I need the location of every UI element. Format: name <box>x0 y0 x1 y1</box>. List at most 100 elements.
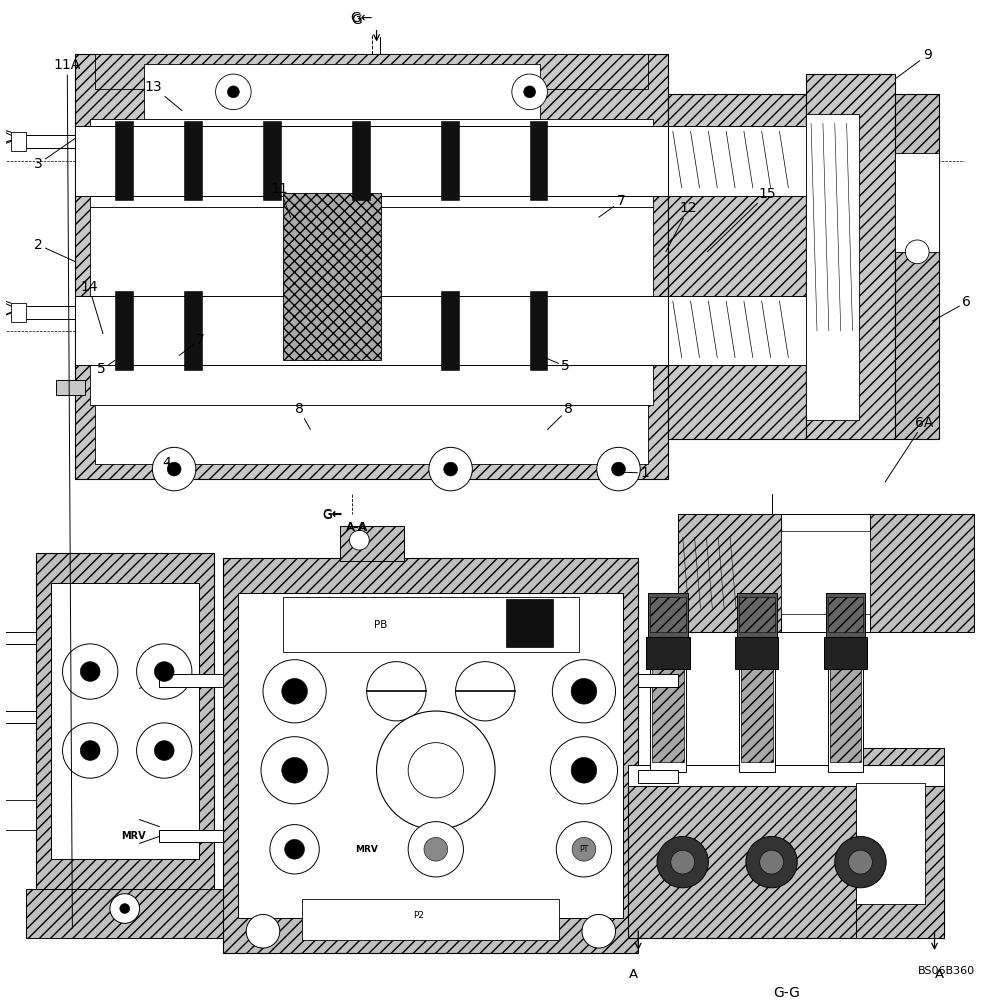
Bar <box>36 553 214 928</box>
Bar <box>646 637 690 669</box>
Text: P2: P2 <box>413 911 424 920</box>
Text: 5: 5 <box>544 357 570 373</box>
Bar <box>638 674 678 687</box>
Circle shape <box>137 723 192 778</box>
Text: 1: 1 <box>617 466 649 480</box>
Text: 9: 9 <box>895 48 932 79</box>
Bar <box>824 637 867 669</box>
Bar <box>75 54 668 479</box>
Circle shape <box>849 850 872 874</box>
Text: 2A: 2A <box>290 687 300 696</box>
Text: G-G: G-G <box>773 986 800 1000</box>
Bar <box>856 748 944 938</box>
Text: 1B: 1B <box>579 766 589 775</box>
Bar <box>11 132 26 151</box>
Text: 1A: 1A <box>85 746 95 755</box>
Bar <box>90 326 653 405</box>
Text: G←: G← <box>351 11 373 25</box>
Circle shape <box>905 240 929 264</box>
Bar <box>668 296 806 365</box>
Circle shape <box>263 660 326 723</box>
Text: 7: 7 <box>599 194 625 217</box>
Text: 11A: 11A <box>54 58 81 928</box>
Bar <box>302 899 559 940</box>
Bar <box>26 889 223 938</box>
Bar <box>263 121 281 200</box>
Text: 2A: 2A <box>85 667 95 676</box>
Text: A-A: A-A <box>346 521 368 534</box>
Circle shape <box>456 662 515 721</box>
Text: 15: 15 <box>707 187 776 252</box>
Bar <box>441 121 459 200</box>
Bar <box>781 514 870 632</box>
Text: 1A: 1A <box>290 766 300 775</box>
Circle shape <box>270 825 319 874</box>
Text: A: A <box>935 968 944 981</box>
Circle shape <box>285 839 304 859</box>
Bar <box>739 662 775 772</box>
Bar <box>628 765 944 786</box>
Text: 11: 11 <box>271 182 291 217</box>
Bar <box>184 291 202 370</box>
Bar <box>830 665 861 762</box>
Circle shape <box>760 850 783 874</box>
Bar <box>895 153 939 252</box>
Bar <box>144 64 540 119</box>
Bar <box>650 662 686 772</box>
Circle shape <box>367 662 426 721</box>
Bar <box>11 303 26 322</box>
Circle shape <box>444 462 458 476</box>
Circle shape <box>571 757 597 783</box>
Bar <box>75 126 668 196</box>
Text: A-A: A-A <box>346 521 367 534</box>
Bar <box>737 593 777 637</box>
Bar <box>648 593 688 637</box>
Circle shape <box>246 914 280 948</box>
Text: A: A <box>629 968 638 981</box>
Text: 4: 4 <box>162 456 171 470</box>
Bar <box>51 583 199 859</box>
Text: 6: 6 <box>933 295 971 321</box>
Circle shape <box>572 837 596 861</box>
Circle shape <box>556 822 612 877</box>
Circle shape <box>835 836 886 888</box>
Circle shape <box>597 447 640 491</box>
Text: PT: PT <box>579 845 589 854</box>
Circle shape <box>261 737 328 804</box>
Text: G←: G← <box>322 508 342 521</box>
Text: MRV: MRV <box>355 845 378 854</box>
Bar <box>95 405 648 464</box>
Circle shape <box>80 741 100 760</box>
Circle shape <box>167 462 181 476</box>
Bar <box>668 94 806 439</box>
Bar <box>90 207 653 326</box>
Circle shape <box>120 904 130 913</box>
Circle shape <box>408 743 463 798</box>
Circle shape <box>524 86 536 98</box>
Bar <box>0 800 36 830</box>
Bar <box>741 665 773 762</box>
Text: 14: 14 <box>80 280 103 334</box>
Bar <box>678 514 781 632</box>
Circle shape <box>282 757 307 783</box>
Bar <box>650 597 686 632</box>
Bar <box>115 291 133 370</box>
Circle shape <box>424 837 448 861</box>
Text: 5: 5 <box>97 360 115 376</box>
Circle shape <box>671 850 695 874</box>
Circle shape <box>571 678 597 704</box>
Bar <box>781 531 870 614</box>
Bar <box>530 291 547 370</box>
Circle shape <box>582 914 616 948</box>
Circle shape <box>612 462 625 476</box>
Circle shape <box>227 86 239 98</box>
Bar <box>223 558 638 953</box>
Bar <box>340 526 404 561</box>
Circle shape <box>152 447 196 491</box>
Text: 8: 8 <box>547 402 573 430</box>
Circle shape <box>552 660 616 723</box>
Circle shape <box>63 644 118 699</box>
Text: PB: PB <box>374 620 388 630</box>
Circle shape <box>746 836 797 888</box>
Circle shape <box>408 822 463 877</box>
